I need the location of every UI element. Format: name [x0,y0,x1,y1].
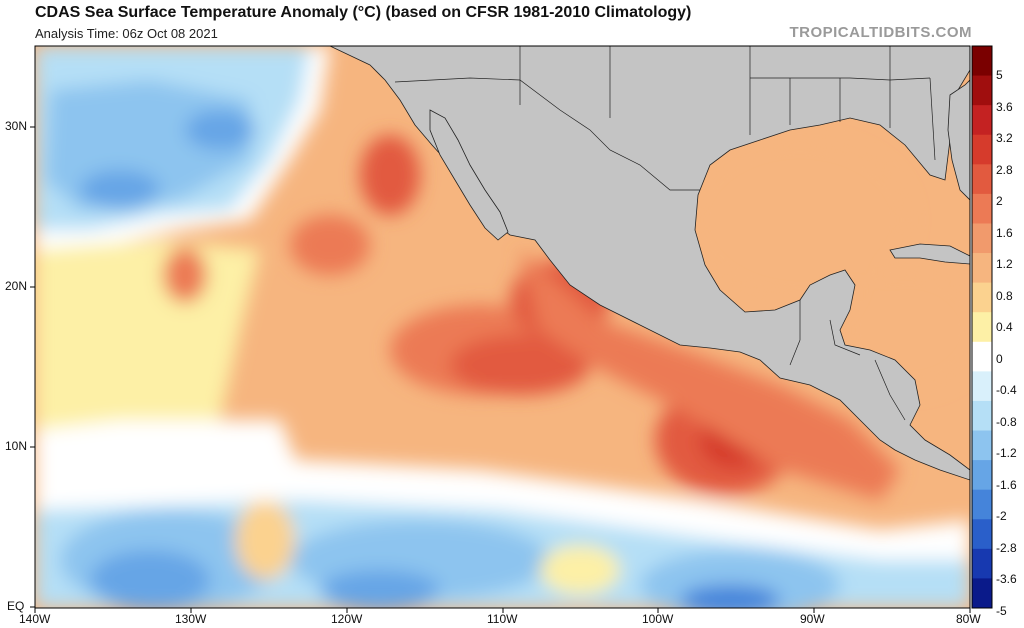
colorbar-label: -0.8 [996,414,1017,429]
colorbar-swatch [972,430,992,461]
lon-label-130w: 130W [175,612,207,626]
colorbar-label: -2 [996,509,1007,523]
lat-label-20n: 20N [5,279,28,293]
lat-label-10n: 10N [5,439,28,453]
colorbar-label: -1.6 [996,477,1017,492]
colorbar-label: 3.2 [996,131,1013,145]
colorbar-label: 2.8 [996,162,1013,177]
colorbar-swatch [972,548,992,579]
colorbar-label: -3.6 [996,572,1017,586]
colorbar-swatch [972,282,992,313]
colorbar-label: 1.2 [996,257,1013,271]
colorbar-swatch [972,253,992,284]
lat-label-eq: EQ [7,599,25,613]
colorbar-label: -2.8 [996,540,1017,555]
colorbar-label: -0.4 [996,383,1017,397]
colorbar-swatch [972,400,992,432]
colorbar-swatch [972,223,992,254]
colorbar-swatch [972,312,992,343]
colorbar-label: 5 [996,68,1003,82]
colorbar-swatch [972,164,992,195]
colorbar-label: 0.8 [996,288,1013,303]
land [329,46,970,481]
colorbar-label: -1.2 [996,446,1017,460]
axis-ticks [30,126,971,613]
colorbar-swatch [972,105,992,136]
florida [947,79,970,201]
colorbar-swatch [972,371,992,402]
ocean-field [35,46,970,608]
lon-label-110w: 110W [487,612,518,626]
colorbar-swatch [972,134,992,165]
colorbar [971,45,993,609]
lon-label-80w: 80W [956,612,981,626]
lat-label-30n: 30N [5,119,28,133]
analysis-time: Analysis Time: 06z Oct 08 2021 [35,26,218,41]
colorbar-frame [971,45,993,609]
cuba [889,243,970,265]
colorbar-label: 0.4 [996,320,1013,334]
colorbar-label: 3.6 [996,99,1013,114]
mexico-central-america-landmass [329,46,970,481]
colorbar-swatch [972,489,992,520]
lon-label-120w: 120W [331,612,363,626]
colorbar-label: 0 [996,351,1003,366]
lon-label-100w: 100W [642,612,674,626]
colorbar-swatch [972,193,992,224]
colorbar-swatch [972,75,992,106]
colorbar-swatch [972,460,992,491]
lon-label-90w: 90W [800,612,825,626]
colorbar-swatch [972,578,992,609]
colorbar-label: 1.6 [996,225,1013,240]
political-borders [394,46,936,421]
west-yellow-zone [35,240,260,440]
colorbar-label: -5 [996,603,1007,618]
colorbar-swatch [972,46,992,77]
colorbar-swatch [972,341,992,372]
lon-label-140w: 140W [19,612,51,626]
baja-california [429,109,509,241]
map-title: CDAS Sea Surface Temperature Anomaly (°C… [35,4,692,21]
watermark: TROPICALTIDBITS.COM [789,24,972,41]
colorbar-label: 2 [996,194,1003,208]
colorbar-swatch [972,519,992,550]
